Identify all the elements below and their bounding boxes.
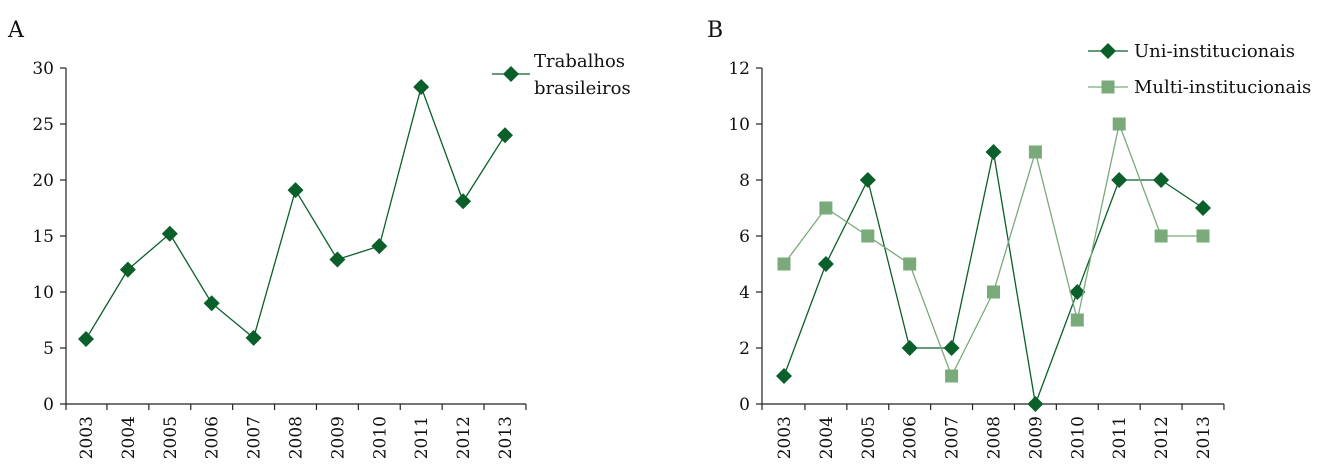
data-point (945, 369, 959, 383)
x-tick-label: 2009 (328, 416, 348, 459)
y-tick-label: 4 (739, 283, 750, 303)
data-point (1028, 145, 1042, 159)
x-tick-label: 2006 (203, 416, 223, 459)
data-point (329, 251, 346, 268)
data-point (819, 201, 833, 215)
data-point (1069, 284, 1086, 300)
x-tick-label: 2012 (1152, 416, 1172, 459)
x-tick-label: 2013 (496, 416, 516, 459)
chart-panel-b: B 0 2 4 6 8 10 12 2003 2004 2005 2006 2007 2008 2009 20… (707, 18, 1311, 459)
data-point (1154, 229, 1168, 243)
x-tick-label: 2005 (859, 416, 879, 459)
x-tick-label: 2011 (412, 416, 432, 459)
series-line (783, 151, 1204, 407)
x-tick-label: 2007 (245, 416, 265, 459)
data-point (371, 238, 388, 255)
data-point (161, 225, 178, 242)
chart-panel-a: A 0 5 10 15 20 25 30 2003 2004 2005 2006 2007 2008 200… (7, 18, 631, 459)
data-point (203, 295, 220, 312)
y-tick-label: 15 (32, 227, 54, 247)
data-point (1195, 200, 1211, 216)
y-tick-label: 2 (739, 339, 750, 359)
legend-label: Uni-institucionais (1134, 41, 1295, 62)
data-point (776, 368, 792, 384)
panel-label: A (7, 18, 25, 43)
x-tick-label: 2006 (901, 416, 921, 459)
x-tick-label: 2009 (1026, 416, 1046, 459)
data-point (1070, 313, 1084, 327)
data-point (78, 331, 94, 348)
data-point (901, 340, 918, 356)
x-tick-label: 2010 (370, 416, 390, 459)
panel-label: B (707, 18, 723, 43)
data-point (245, 329, 262, 346)
legend-marker (1100, 43, 1116, 59)
x-tick-label: 2004 (119, 416, 139, 459)
data-point (1196, 229, 1210, 243)
y-tick-label: 20 (32, 171, 54, 191)
y-tick-label: 6 (739, 227, 750, 247)
data-point (413, 79, 430, 96)
data-point (1112, 117, 1126, 131)
x-tick-label: 2010 (1068, 416, 1088, 459)
legend-marker (1101, 80, 1115, 94)
data-point (1153, 172, 1170, 188)
x-tick-label: 2005 (161, 416, 181, 459)
x-tick-label: 2003 (775, 416, 795, 459)
legend-label: brasileiros (534, 78, 631, 99)
data-point (497, 127, 513, 144)
y-tick-label: 0 (43, 395, 54, 415)
data-point (777, 257, 791, 271)
data-point (861, 229, 875, 243)
y-tick-label: 12 (728, 59, 750, 79)
data-point (817, 256, 834, 272)
data-point (943, 340, 960, 356)
y-tick-label: 8 (739, 171, 750, 191)
series-line (85, 84, 506, 340)
legend-label: Trabalhos (534, 51, 625, 72)
x-tick-label: 2008 (985, 416, 1005, 459)
x-tick-label: 2003 (77, 416, 97, 459)
x-tick-label: 2007 (943, 416, 963, 459)
legend-marker (503, 66, 519, 82)
data-point (455, 193, 472, 210)
y-tick-label: 5 (43, 339, 54, 359)
y-tick-label: 10 (728, 115, 750, 135)
data-point (287, 182, 304, 199)
legend-label: Multi-institucionais (1134, 77, 1311, 98)
data-point (1027, 396, 1044, 412)
x-tick-label: 2008 (287, 416, 307, 459)
x-tick-label: 2013 (1194, 416, 1214, 459)
data-point (119, 261, 136, 278)
x-tick-label: 2012 (454, 416, 474, 459)
y-tick-label: 0 (739, 395, 750, 415)
data-point (859, 172, 876, 188)
data-point (1111, 172, 1128, 188)
x-tick-label: 2004 (817, 416, 837, 459)
y-tick-label: 30 (32, 59, 54, 79)
data-point (903, 257, 917, 271)
y-tick-label: 25 (32, 115, 54, 135)
x-tick-label: 2011 (1110, 416, 1130, 459)
y-tick-label: 10 (32, 283, 54, 303)
data-point (985, 144, 1002, 160)
data-point (987, 285, 1000, 299)
series-line (783, 121, 1203, 378)
